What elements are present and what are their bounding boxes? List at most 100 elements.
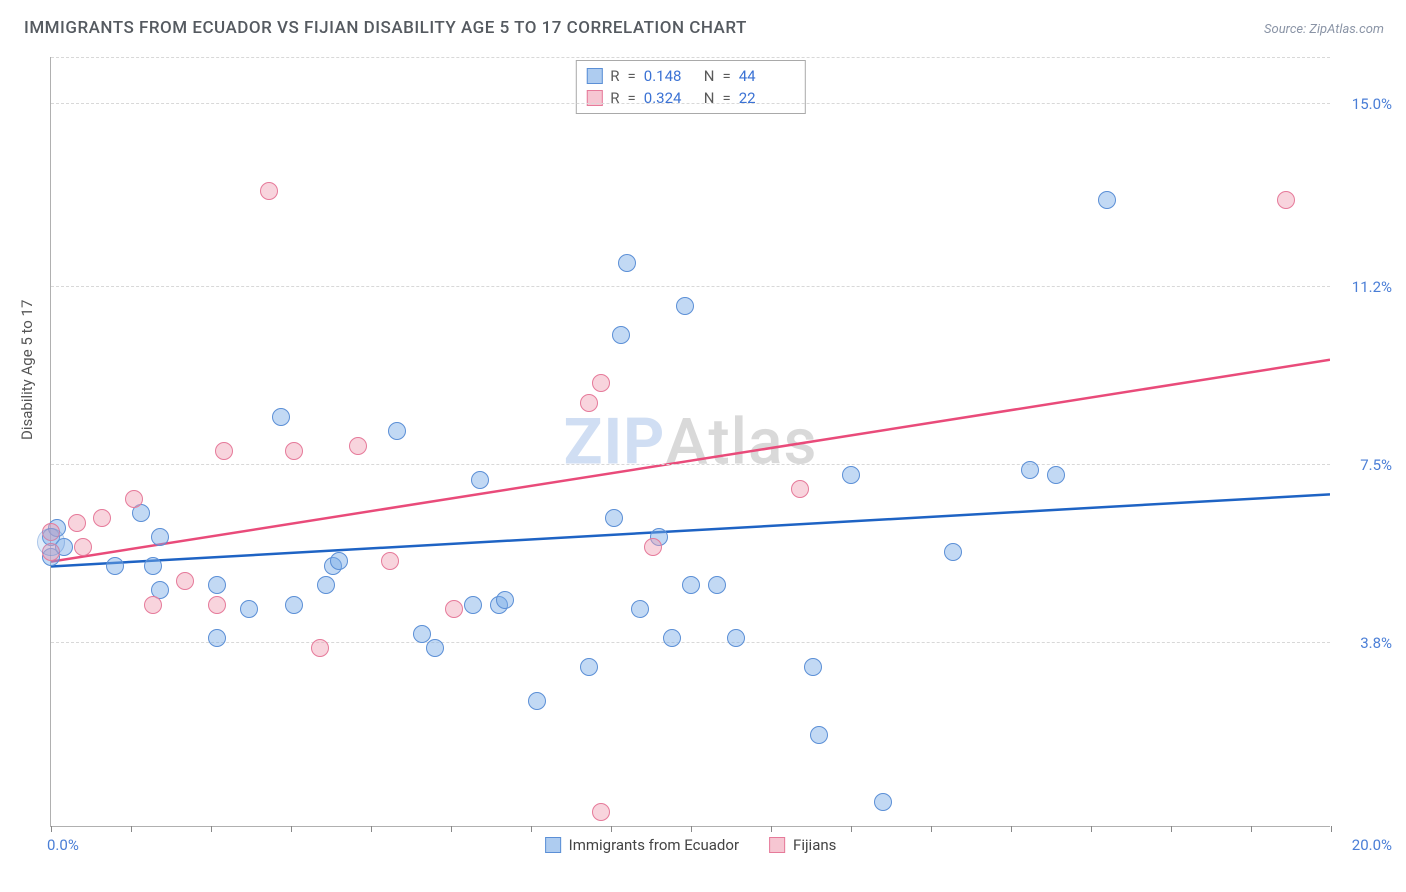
scatter-point-ecuador (208, 576, 226, 594)
scatter-point-fijians (144, 596, 162, 614)
scatter-point-ecuador (285, 596, 303, 614)
scatter-point-ecuador (618, 254, 636, 272)
stat-N-label: N (704, 87, 715, 109)
source-attribution: Source: ZipAtlas.com (1264, 22, 1384, 37)
scatter-point-ecuador (208, 629, 226, 647)
x-tick (1251, 826, 1252, 832)
x-tick (1011, 826, 1012, 832)
scatter-point-ecuador (631, 600, 649, 618)
scatter-point-fijians (74, 538, 92, 556)
scatter-point-ecuador (708, 576, 726, 594)
gridline (51, 642, 1330, 643)
x-tick (211, 826, 212, 832)
scatter-point-ecuador (272, 408, 290, 426)
scatter-point-fijians (260, 182, 278, 200)
stat-R-fijians: 0.324 (644, 87, 696, 109)
correlation-stats-box: R = 0.148 N = 44 R = 0.324 N = 22 (575, 60, 805, 114)
scatter-point-ecuador (528, 692, 546, 710)
gridline (51, 464, 1330, 465)
scatter-point-ecuador (106, 557, 124, 575)
x-axis-start-label: 0.0% (47, 836, 79, 854)
scatter-point-fijians (349, 437, 367, 455)
watermark-atlas: Atlas (665, 404, 817, 479)
scatter-point-fijians (68, 514, 86, 532)
x-tick (1091, 826, 1092, 832)
scatter-point-ecuador (144, 557, 162, 575)
legend-item-ecuador: Immigrants from Ecuador (545, 836, 739, 854)
gridline (51, 57, 1330, 58)
scatter-point-fijians (125, 490, 143, 508)
eq-label: = (628, 65, 636, 87)
x-tick (531, 826, 532, 832)
gridline (51, 103, 1330, 104)
x-tick (291, 826, 292, 832)
scatter-point-fijians (1277, 191, 1295, 209)
scatter-point-fijians (285, 442, 303, 460)
scatter-point-ecuador (471, 471, 489, 489)
legend-label-ecuador: Immigrants from Ecuador (569, 836, 739, 854)
swatch-pink-icon (769, 837, 785, 853)
eq-label: = (722, 87, 730, 109)
stat-N-label: N (704, 65, 715, 87)
y-tick-label: 15.0% (1336, 95, 1392, 113)
x-tick (51, 826, 52, 832)
scatter-point-ecuador (1047, 466, 1065, 484)
stat-R-label: R (610, 65, 619, 87)
x-tick (611, 826, 612, 832)
x-tick (851, 826, 852, 832)
scatter-point-ecuador (151, 528, 169, 546)
x-tick (131, 826, 132, 832)
scatter-point-ecuador (612, 326, 630, 344)
x-tick (1171, 826, 1172, 832)
x-tick (771, 826, 772, 832)
bottom-legend: Immigrants from Ecuador Fijians (545, 836, 837, 854)
scatter-point-fijians (580, 394, 598, 412)
scatter-point-ecuador (464, 596, 482, 614)
stats-row-ecuador: R = 0.148 N = 44 (586, 65, 790, 87)
chart-title: IMMIGRANTS FROM ECUADOR VS FIJIAN DISABI… (24, 18, 747, 38)
stat-R-label: R (610, 87, 619, 109)
scatter-point-ecuador (842, 466, 860, 484)
x-tick (1331, 826, 1332, 832)
scatter-point-ecuador (804, 658, 822, 676)
stats-row-fijians: R = 0.324 N = 22 (586, 87, 790, 109)
legend-label-fijians: Fijians (793, 836, 836, 854)
trend-line-ecuador (51, 494, 1330, 566)
scatter-point-ecuador (240, 600, 258, 618)
scatter-point-ecuador (874, 793, 892, 811)
scatter-point-fijians (445, 600, 463, 618)
scatter-point-ecuador (1098, 191, 1116, 209)
scatter-point-ecuador (426, 639, 444, 657)
gridline (51, 286, 1330, 287)
legend-item-fijians: Fijians (769, 836, 836, 854)
x-tick (691, 826, 692, 832)
scatter-point-ecuador (37, 528, 65, 556)
swatch-blue-icon (586, 68, 602, 84)
stat-N-ecuador: 44 (739, 65, 791, 87)
scatter-point-fijians (592, 374, 610, 392)
swatch-blue-icon (545, 837, 561, 853)
scatter-point-fijians (791, 480, 809, 498)
plot-area: ZIPAtlas R = 0.148 N = 44 R = 0.324 N = … (50, 57, 1330, 827)
trend-line-fijians (51, 360, 1330, 562)
scatter-point-fijians (208, 596, 226, 614)
scatter-point-ecuador (605, 509, 623, 527)
scatter-point-ecuador (413, 625, 431, 643)
scatter-point-ecuador (580, 658, 598, 676)
x-tick (451, 826, 452, 832)
watermark: ZIPAtlas (564, 404, 818, 479)
scatter-point-fijians (592, 803, 610, 821)
scatter-point-ecuador (663, 629, 681, 647)
x-tick (371, 826, 372, 832)
scatter-point-ecuador (810, 726, 828, 744)
stat-R-ecuador: 0.148 (644, 65, 696, 87)
scatter-point-fijians (381, 552, 399, 570)
stat-N-fijians: 22 (739, 87, 791, 109)
watermark-zip: ZIP (564, 404, 666, 479)
scatter-point-ecuador (682, 576, 700, 594)
y-tick-label: 7.5% (1336, 456, 1392, 474)
scatter-point-ecuador (1021, 461, 1039, 479)
y-tick-label: 11.2% (1336, 278, 1392, 296)
y-axis-label: Disability Age 5 to 17 (18, 300, 36, 440)
scatter-point-fijians (311, 639, 329, 657)
